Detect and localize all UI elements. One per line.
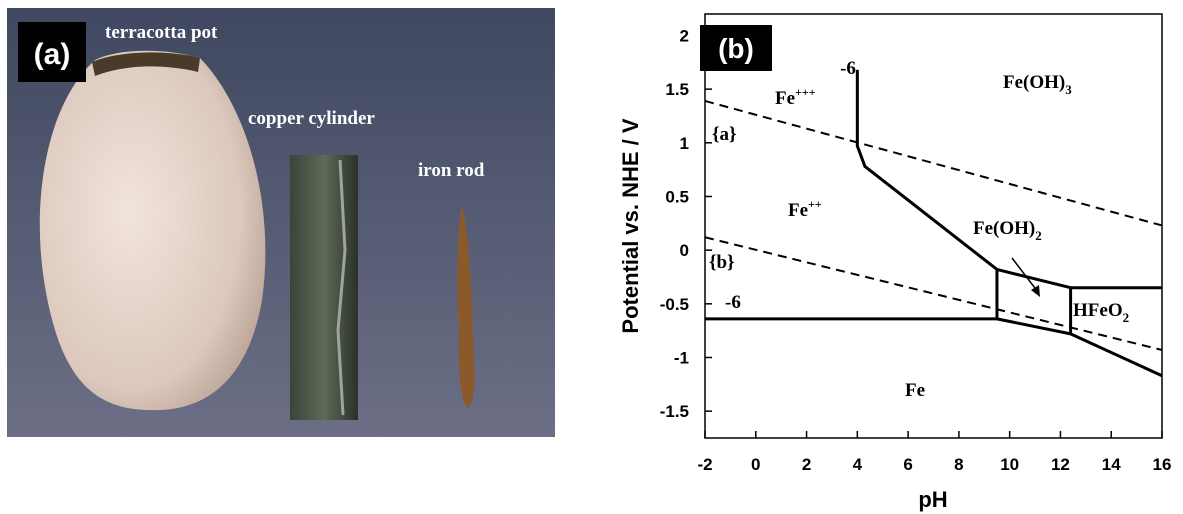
annotation-text: HFeO	[1073, 300, 1123, 321]
y-tick-label: -1.5	[660, 402, 689, 421]
line	[857, 70, 997, 270]
arrow-head	[1031, 285, 1040, 297]
annotation-text: Fe	[905, 380, 925, 401]
annotation-superscript: ++	[808, 197, 822, 211]
annotation-text: -6	[840, 58, 856, 79]
y-tick-label: -0.5	[660, 295, 689, 314]
photo-label: terracotta pot	[105, 22, 218, 43]
annotation-text: {b}	[709, 252, 735, 273]
line	[1071, 334, 1162, 376]
annotation: -6	[840, 58, 856, 79]
annotation: -6	[725, 292, 741, 313]
annotation: {b}	[709, 252, 735, 273]
annotation: {a}	[712, 124, 736, 145]
x-tick-label: 2	[802, 455, 811, 474]
annotation: Fe+++	[775, 85, 816, 109]
annotation-text: {a}	[712, 124, 736, 145]
terracotta-pot	[40, 51, 266, 410]
panel-label: (b)	[718, 33, 754, 64]
x-axis-label: pH	[918, 487, 947, 512]
annotation-subscript: 2	[1035, 228, 1042, 243]
annotation: HFeO2	[1073, 300, 1129, 325]
annotation: Fe(OH)3	[1003, 72, 1072, 97]
annotation: Fe(OH)2	[973, 218, 1042, 243]
x-tick-label: 10	[1000, 455, 1019, 474]
x-tick-label: 0	[751, 455, 760, 474]
y-tick-label: 1	[680, 134, 689, 153]
annotation-text: Fe	[788, 200, 808, 221]
x-tick-label: 14	[1102, 455, 1121, 474]
annotation-text: Fe	[775, 88, 795, 109]
copper-cylinder	[290, 155, 358, 420]
line	[997, 269, 1071, 287]
y-tick-label: 2	[680, 26, 689, 45]
y-tick-label: 0	[680, 241, 689, 260]
annotation-superscript: +++	[795, 85, 816, 99]
y-tick-label: 0.5	[665, 187, 689, 206]
x-tick-label: -2	[697, 455, 712, 474]
line	[705, 101, 1162, 226]
annotation: Fe	[905, 380, 925, 401]
x-tick-label: 6	[903, 455, 912, 474]
figure: (a) terracotta pot copper cylinder iron …	[0, 0, 1183, 514]
annotation: Fe++	[788, 197, 822, 221]
annotation-subscript: 3	[1065, 82, 1072, 97]
x-tick-label: 8	[954, 455, 963, 474]
y-tick-label: -1	[674, 348, 689, 367]
panel-label: (a)	[34, 38, 71, 71]
x-tick-label: 12	[1051, 455, 1070, 474]
y-axis-label: Potential vs. NHE / V	[618, 118, 643, 333]
x-tick-label: 16	[1153, 455, 1172, 474]
photo-label: copper cylinder	[248, 108, 375, 129]
line	[705, 237, 1162, 350]
annotation-text: Fe(OH)	[1003, 72, 1065, 93]
line	[997, 319, 1071, 334]
y-tick-label: 1.5	[665, 80, 689, 99]
photo: (a) terracotta pot copper cylinder iron …	[7, 8, 555, 437]
annotation-subscript: 2	[1123, 310, 1130, 325]
annotation-text: Fe(OH)	[973, 218, 1035, 239]
annotation-text: -6	[725, 292, 741, 313]
x-tick-label: 4	[853, 455, 863, 474]
photo-label: iron rod	[418, 160, 485, 181]
plot-frame	[705, 14, 1162, 438]
